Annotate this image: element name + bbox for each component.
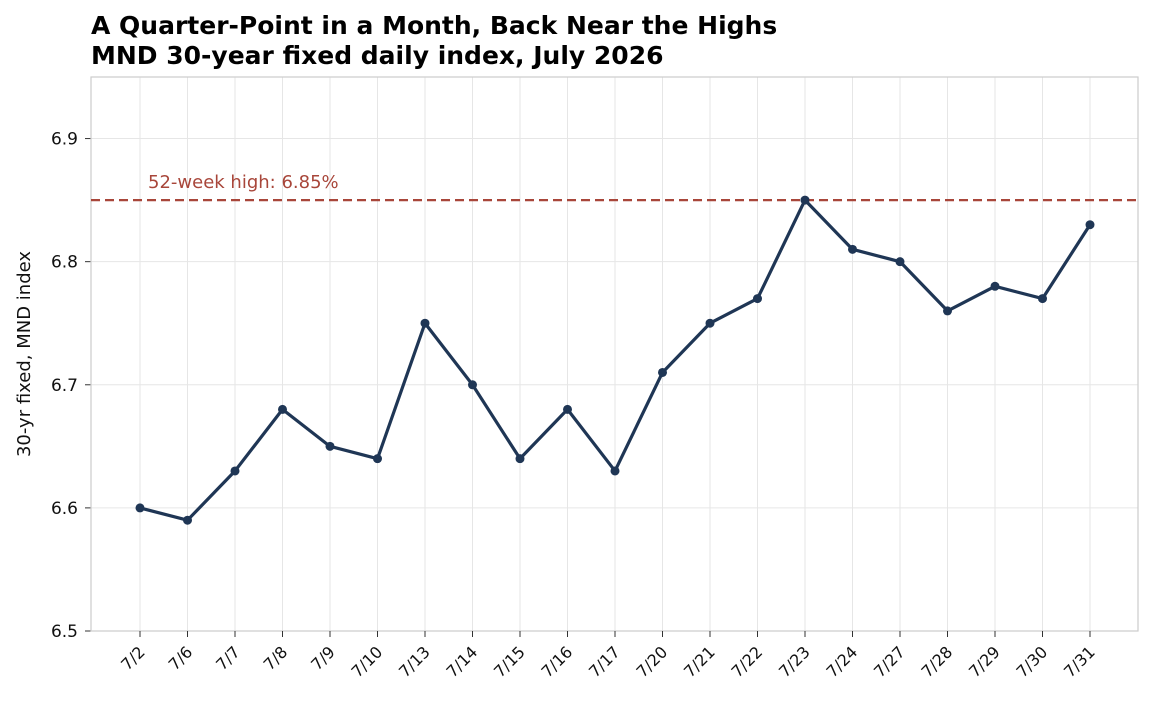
data-point [990,281,1000,291]
x-tick-label: 7/24 [822,642,861,681]
x-tick-label: 7/17 [585,642,624,681]
y-tick-label: 6.8 [51,253,78,273]
data-point [705,318,715,328]
x-tick-label: 7/10 [347,642,386,681]
x-tick-label: 7/15 [490,642,529,681]
x-tick-label: 7/23 [775,642,814,681]
data-point [800,195,810,205]
x-tick-label: 7/14 [442,642,481,681]
data-point [135,503,145,513]
x-tick-label: 7/9 [307,642,339,674]
x-tick-label: 7/21 [680,642,719,681]
x-tick-label: 7/28 [917,642,956,681]
data-point [468,380,477,390]
x-tick-label: 7/7 [212,642,244,674]
chart-title: A Quarter-Point in a Month, Back Near th… [91,11,777,40]
data-point [753,294,762,304]
y-tick-label: 6.6 [51,499,78,519]
reference-line-label: 52-week high: 6.85% [148,172,339,193]
data-point [373,454,382,464]
y-axis-label: 30-yr fixed, MND index [14,251,35,457]
x-tick-label: 7/8 [260,642,292,674]
data-point [895,257,905,267]
y-tick-label: 6.7 [51,376,78,396]
data-point [1038,294,1047,304]
y-tick-label: 6.5 [51,622,78,642]
data-point [278,404,287,414]
data-point [943,306,952,316]
x-tick-label: 7/31 [1060,642,1099,681]
chart-subtitle: MND 30-year fixed daily index, July 2026 [91,41,664,70]
x-tick-label: 7/6 [165,642,197,674]
data-point [420,318,430,328]
data-point [563,404,572,414]
data-point [658,367,667,377]
x-tick-label: 7/30 [1012,642,1051,681]
x-tick-label: 7/2 [117,642,149,674]
y-tick-label: 6.9 [51,130,78,150]
plot-area: 6.56.66.76.86.97/2 7/6 7/7 7/8 7/9 7/10 7/13 7/… [51,76,1139,681]
x-tick-label: 7/22 [727,642,766,681]
x-tick-label: 7/29 [965,642,1004,681]
x-tick-label: 7/20 [632,642,671,681]
data-point [515,454,525,464]
data-point [848,244,857,254]
data-point [610,466,620,476]
data-point [230,466,240,476]
data-point [325,441,335,451]
x-tick-label: 7/16 [537,642,576,681]
x-tick-label: 7/27 [870,642,909,681]
x-tick-label: 7/13 [395,642,434,681]
data-point [183,515,192,525]
data-point [1085,220,1095,230]
